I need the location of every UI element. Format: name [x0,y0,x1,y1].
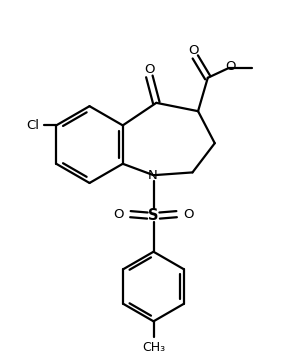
Text: CH₃: CH₃ [142,341,165,354]
Text: O: O [144,63,155,76]
Text: O: O [113,208,124,221]
Text: Cl: Cl [27,119,39,132]
Text: O: O [225,60,235,73]
Text: N: N [147,169,157,182]
Text: O: O [189,44,199,57]
Text: O: O [184,208,194,221]
Text: S: S [148,208,159,223]
